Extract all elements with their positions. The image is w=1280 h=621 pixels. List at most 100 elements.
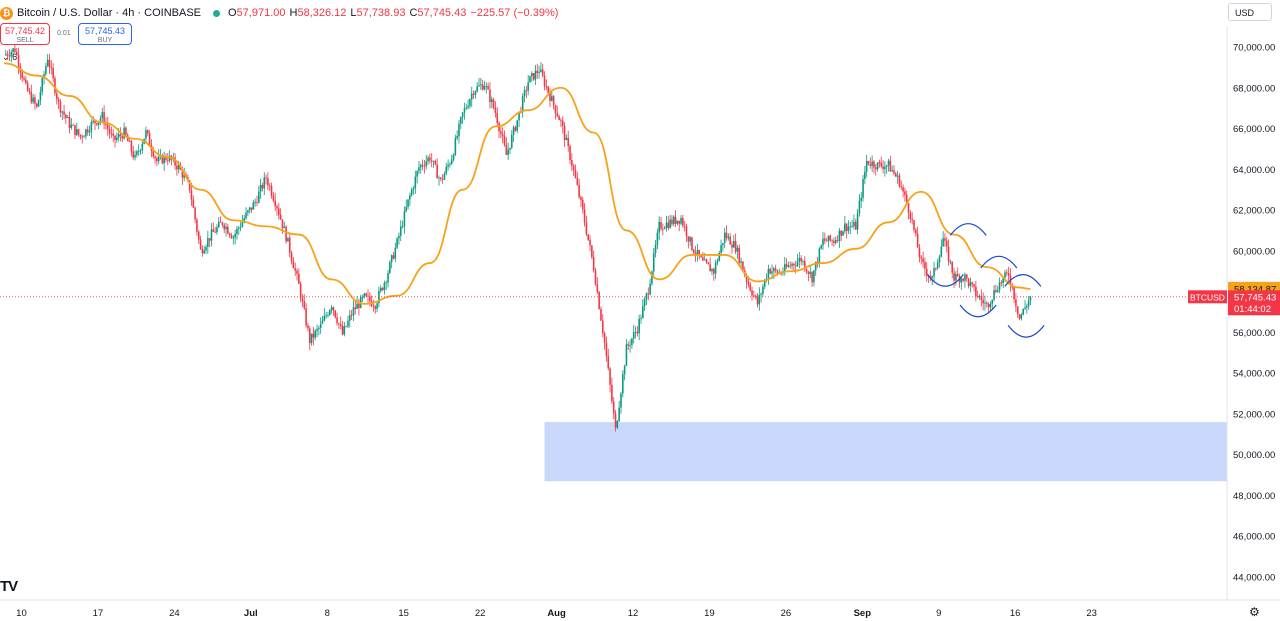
low-label: L <box>350 7 357 19</box>
candle <box>65 113 67 125</box>
candle <box>28 87 31 95</box>
candle <box>971 281 974 288</box>
close-label: C <box>409 7 418 19</box>
candle <box>1018 314 1021 321</box>
candle <box>729 233 731 245</box>
tradingview-logo[interactable]: TV <box>0 578 18 595</box>
candle <box>632 324 635 344</box>
candle <box>1000 279 1003 287</box>
candle <box>465 103 468 111</box>
candle <box>227 224 229 235</box>
candle <box>882 160 884 174</box>
candle <box>989 301 992 311</box>
candle <box>163 151 165 171</box>
candle <box>620 391 622 414</box>
candle <box>696 244 699 262</box>
candle <box>476 82 478 93</box>
candle <box>409 192 411 207</box>
candle <box>616 420 619 429</box>
candle <box>643 296 646 312</box>
highlight-curve[interactable] <box>926 274 964 287</box>
candle <box>705 258 708 264</box>
candle <box>645 292 648 305</box>
candle <box>718 250 721 262</box>
candle <box>807 270 810 282</box>
highlight-curve[interactable] <box>949 223 987 236</box>
candle <box>689 236 691 246</box>
candle <box>933 261 935 283</box>
candle <box>494 101 497 118</box>
candle <box>308 325 311 351</box>
highlight-curve[interactable] <box>959 304 997 318</box>
indicators-toggle[interactable]: ⌄ 6 <box>2 52 17 63</box>
candle <box>450 154 453 165</box>
candle <box>416 170 418 184</box>
candle <box>460 116 462 130</box>
candle <box>485 82 488 94</box>
candle <box>671 215 673 227</box>
candle <box>194 206 196 224</box>
close-value: 57,745.43 <box>417 7 467 19</box>
x-tick-label: 17 <box>93 608 104 619</box>
candle <box>642 299 644 319</box>
candle <box>267 172 269 191</box>
candle <box>35 102 38 109</box>
candle <box>390 254 393 269</box>
candle <box>26 80 29 92</box>
candle <box>587 234 590 242</box>
currency-selector[interactable]: USD <box>1228 3 1272 21</box>
candle <box>245 207 247 220</box>
candle <box>976 290 979 299</box>
candle <box>48 53 51 74</box>
buy-button[interactable]: 57,745.43 BUY <box>78 23 132 45</box>
candle <box>842 230 844 237</box>
y-tick-label: 46,000.00 <box>1233 532 1275 543</box>
candle <box>74 125 76 139</box>
symbol-title[interactable]: Bitcoin / U.S. Dollar · 4h · COINBASE <box>17 7 201 19</box>
candle <box>345 325 347 328</box>
candle <box>79 134 82 140</box>
candle <box>432 160 435 168</box>
market-status-dot <box>213 9 220 17</box>
candle <box>338 322 340 329</box>
candle <box>86 125 89 136</box>
candle <box>864 165 866 185</box>
candle <box>123 122 125 140</box>
candle <box>15 47 18 57</box>
x-tick-label: 23 <box>1086 608 1097 619</box>
candle <box>669 214 671 229</box>
candle <box>947 239 950 266</box>
candle <box>167 152 169 166</box>
highlight-curve[interactable] <box>1007 325 1045 338</box>
candle <box>88 125 91 137</box>
candle <box>501 127 504 144</box>
candle <box>332 306 335 316</box>
candle <box>865 154 868 178</box>
candle <box>652 247 655 277</box>
candle <box>656 228 659 250</box>
candle <box>1026 303 1028 314</box>
candle <box>196 217 198 236</box>
demand-zone[interactable] <box>544 422 1227 482</box>
candle <box>663 225 666 230</box>
candle <box>436 158 438 179</box>
candle <box>634 326 637 339</box>
candle <box>480 77 482 90</box>
candle <box>205 244 207 254</box>
candle <box>694 245 697 262</box>
candle <box>307 322 309 332</box>
candle <box>849 221 852 235</box>
x-tick-label: 10 <box>16 608 27 619</box>
candle <box>824 232 826 245</box>
highlight-curve[interactable] <box>1004 274 1042 287</box>
highlight-curve[interactable] <box>980 255 1018 269</box>
sell-button[interactable]: 57,745.42 SELL <box>0 23 50 45</box>
candle <box>72 123 74 126</box>
time-axis[interactable]: 10 17 24 Jul 8 15 22 Aug 12 19 26 Sep 9 16 23 <box>16 608 1097 619</box>
gear-icon[interactable]: ⚙ <box>1249 605 1260 619</box>
candle <box>662 223 664 236</box>
candle <box>955 270 957 286</box>
candle <box>474 90 477 99</box>
candle <box>734 233 737 255</box>
